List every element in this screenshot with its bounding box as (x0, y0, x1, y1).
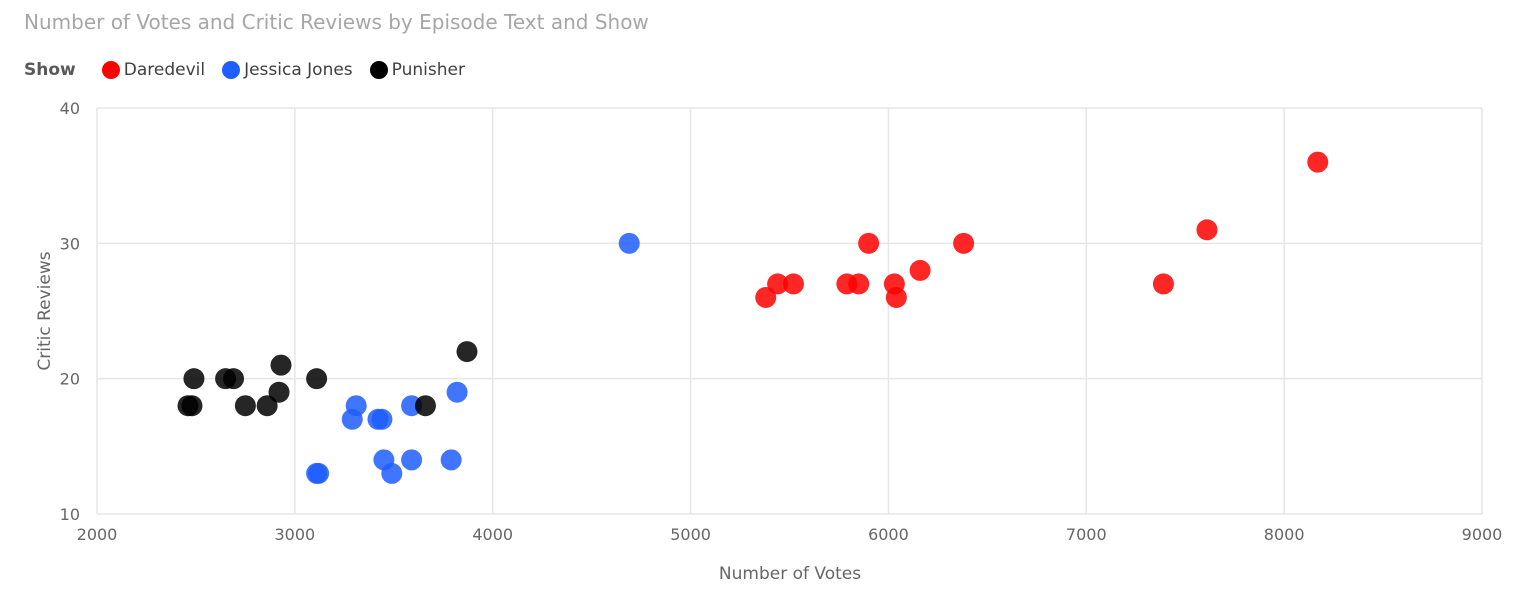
legend-marker-punisher (369, 61, 388, 79)
point-jessica-jones[interactable] (618, 232, 640, 254)
legend-item-daredevil[interactable]: Daredevil (101, 60, 206, 80)
grid (96, 107, 1483, 515)
x-tick-label: 6000 (868, 525, 909, 544)
y-tick-label: 40 (60, 99, 80, 118)
point-punisher[interactable] (256, 395, 278, 417)
legend-item-punisher[interactable]: Punisher (369, 60, 465, 80)
point-jessica-jones[interactable] (345, 395, 367, 417)
point-daredevil[interactable] (1196, 219, 1218, 241)
point-punisher[interactable] (183, 368, 205, 390)
point-punisher[interactable] (223, 368, 245, 390)
legend-title: Show (24, 60, 76, 80)
legend-item-jessica-jones[interactable]: Jessica Jones (222, 60, 353, 80)
x-tick-label: 3000 (274, 525, 315, 544)
point-jessica-jones[interactable] (308, 462, 330, 484)
point-jessica-jones[interactable] (401, 449, 423, 471)
data-points (177, 151, 1329, 484)
point-daredevil[interactable] (782, 273, 804, 295)
tick-labels: 2000 3000 4000 5000 6000 7000 8000 9000 10 20 30 40 (60, 99, 1503, 544)
legend-marker-jessica-jones (222, 61, 241, 79)
point-daredevil[interactable] (885, 286, 907, 308)
y-axis-title: Critic Reviews (35, 251, 55, 370)
point-jessica-jones[interactable] (381, 462, 403, 484)
point-punisher[interactable] (414, 395, 436, 417)
legend-marker-daredevil (101, 61, 120, 79)
x-tick-label: 8000 (1264, 525, 1305, 544)
x-tick-label: 4000 (472, 525, 513, 544)
x-axis-title: Number of Votes (719, 564, 861, 584)
point-punisher[interactable] (270, 354, 292, 376)
y-tick-label: 10 (60, 505, 80, 524)
point-punisher[interactable] (306, 368, 328, 390)
legend-label-punisher: Punisher (391, 60, 465, 80)
legend-label-daredevil: Daredevil (123, 60, 206, 80)
point-jessica-jones[interactable] (440, 449, 462, 471)
point-punisher[interactable] (268, 381, 290, 403)
x-tick-label: 5000 (670, 525, 711, 544)
x-tick-label: 9000 (1462, 525, 1503, 544)
x-tick-label: 7000 (1066, 525, 1107, 544)
y-tick-label: 30 (60, 234, 80, 253)
point-daredevil[interactable] (909, 259, 931, 281)
point-jessica-jones[interactable] (446, 381, 468, 403)
point-jessica-jones[interactable] (371, 408, 393, 430)
point-daredevil[interactable] (953, 232, 975, 254)
point-punisher[interactable] (234, 395, 256, 417)
point-daredevil[interactable] (1307, 151, 1329, 173)
point-daredevil[interactable] (1152, 273, 1174, 295)
point-daredevil[interactable] (755, 286, 777, 308)
point-daredevil[interactable] (767, 273, 789, 295)
point-daredevil[interactable] (848, 273, 870, 295)
point-daredevil[interactable] (858, 232, 880, 254)
legend: Show Daredevil Jessica Jones Punisher (24, 58, 482, 82)
legend-label-jessica-jones: Jessica Jones (244, 60, 353, 80)
chart-title: Number of Votes and Critic Reviews by Ep… (24, 10, 649, 34)
x-tick-label: 2000 (77, 525, 118, 544)
point-punisher[interactable] (456, 341, 478, 363)
y-tick-label: 20 (60, 370, 80, 389)
point-punisher[interactable] (181, 395, 203, 417)
